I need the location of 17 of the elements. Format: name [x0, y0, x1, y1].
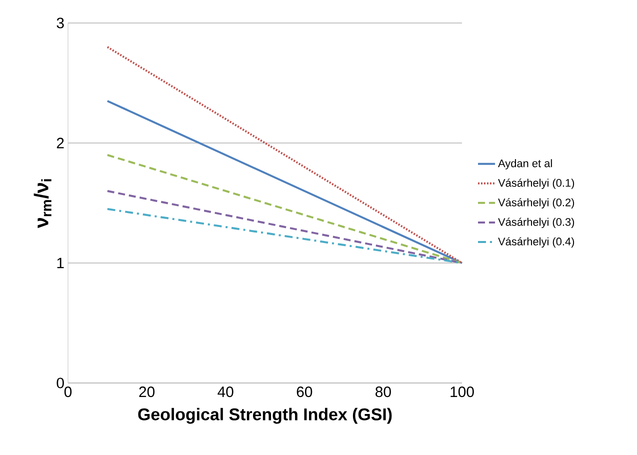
x-tick-label: 60 [296, 386, 312, 398]
legend-label: Vásárhelyi (0.3) [498, 218, 574, 228]
x-tick-label: 20 [139, 386, 155, 398]
x-tick-label: 100 [450, 386, 474, 398]
x-tick-label: 80 [376, 386, 391, 398]
legend-label: Vásárhelyi (0.2) [498, 198, 574, 208]
legend-label: Vásárhelyi (0.1) [498, 178, 574, 189]
y-tick-label: 2 [56, 138, 64, 148]
y-tick-label: 0 [56, 378, 64, 388]
y-axis-title: ν$_{rm}$/ν$_{i}$ [34, 179, 52, 228]
legend-label: Vásárhelyi (0.4) [498, 237, 574, 248]
legend-label: Aydan et al [498, 159, 552, 170]
x-axis-title: Geological Strength Index (GSI) [138, 408, 392, 424]
x-tick-label: 40 [218, 386, 234, 398]
y-tick-label: 1 [57, 258, 64, 268]
y-tick-label: 3 [56, 18, 64, 28]
x-tick-label: 0 [64, 386, 72, 398]
